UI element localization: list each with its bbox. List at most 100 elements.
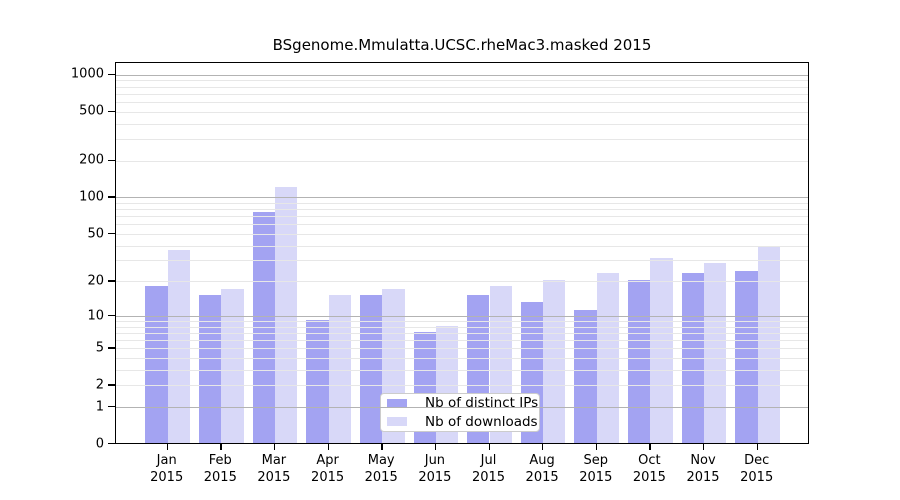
gridline-6: [116, 340, 808, 341]
bar-downloads-aug: [543, 280, 566, 443]
gridline-40: [116, 245, 808, 247]
x-tick-label-aug: Aug 2015: [525, 453, 559, 485]
gridline-90: [116, 202, 808, 204]
y-tick-mark-20: [108, 280, 115, 282]
x-tick-label-jan: Jan 2015: [150, 453, 184, 485]
bar-ips-dec: [735, 270, 758, 443]
y-tick-mark-0: [108, 443, 115, 445]
y-tick-label-5: 5: [95, 340, 104, 356]
chart-title: BSgenome.Mmulatta.UCSC.rheMac3.masked 20…: [272, 36, 652, 54]
gridline-8: [116, 326, 808, 328]
gridline-4: [116, 358, 808, 359]
x-tick-mark-jul: [488, 444, 490, 450]
gridline-70: [116, 216, 808, 218]
gridline-30: [116, 260, 808, 262]
y-tick-mark-1: [108, 405, 115, 408]
legend-swatch-distinct-ips: [387, 398, 407, 408]
x-tick-mark-nov: [703, 444, 705, 450]
legend-row-distinct-ips: Nb of distinct IPs: [381, 394, 539, 413]
bar-downloads-apr: [328, 294, 351, 443]
x-tick-mark-jan: [166, 444, 169, 450]
x-tick-mark-feb: [220, 444, 222, 450]
legend-label-downloads: Nb of downloads: [425, 413, 538, 430]
gridline-800: [116, 86, 808, 88]
bar-ips-mar: [252, 212, 275, 443]
y-tick-label-500: 500: [79, 103, 104, 119]
gridline-80: [116, 209, 808, 211]
legend-row-downloads: Nb of downloads: [381, 413, 539, 432]
y-tick-label-100: 100: [79, 189, 104, 205]
gridline-300: [116, 138, 808, 140]
y-tick-mark-10: [108, 314, 115, 317]
y-tick-label-0: 0: [95, 436, 104, 452]
gridline-10: [116, 315, 808, 317]
x-tick-label-mar: Mar 2015: [257, 453, 291, 485]
x-tick-label-may: May 2015: [364, 453, 398, 485]
x-tick-mark-oct: [649, 444, 651, 450]
gridline-1: [116, 406, 808, 408]
gridline-5: [116, 348, 808, 350]
x-tick-label-apr: Apr 2015: [311, 453, 345, 485]
x-tick-mark-may: [381, 444, 383, 450]
bar-downloads-nov: [704, 263, 727, 443]
x-tick-mark-apr: [327, 444, 329, 450]
y-tick-label-20: 20: [87, 273, 104, 289]
x-tick-mark-jun: [434, 444, 437, 450]
y-tick-label-50: 50: [87, 226, 104, 241]
y-tick-mark-500: [108, 110, 115, 112]
x-tick-label-jul: Jul 2015: [471, 453, 506, 485]
bar-ips-may: [359, 294, 383, 443]
x-tick-label-feb: Feb 2015: [203, 453, 237, 485]
gridline-600: [116, 101, 808, 103]
gridline-3: [116, 369, 808, 371]
gridline-400: [116, 123, 808, 125]
gridline-500: [116, 111, 808, 113]
bar-ips-feb: [198, 294, 222, 443]
legend-swatch-downloads: [387, 417, 407, 427]
bar-downloads-oct: [650, 257, 673, 443]
y-tick-mark-2: [108, 384, 115, 386]
bar-downloads-dec: [757, 247, 781, 443]
bar-downloads-mar: [274, 186, 298, 443]
x-tick-mark-mar: [273, 444, 276, 450]
gridline-700: [116, 93, 808, 95]
bar-ips-apr: [306, 319, 329, 443]
legend-label-distinct-ips: Nb of distinct IPs: [425, 395, 539, 412]
bar-downloads-jan: [167, 250, 190, 443]
x-tick-label-jun: Jun 2015: [418, 453, 452, 485]
y-tick-label-2: 2: [95, 377, 104, 393]
y-tick-label-1000: 1000: [70, 66, 104, 82]
y-tick-label-10: 10: [87, 308, 104, 323]
x-tick-label-nov: Nov 2015: [686, 453, 720, 485]
x-tick-mark-sep: [595, 444, 598, 450]
x-tick-label-sep: Sep 2015: [579, 453, 613, 485]
x-tick-mark-aug: [542, 444, 544, 450]
y-tick-label-1: 1: [95, 399, 104, 415]
gridline-200: [116, 160, 808, 162]
gridline-9: [116, 320, 808, 322]
y-tick-mark-200: [108, 159, 115, 161]
gridline-7: [116, 332, 808, 334]
gridline-60: [116, 224, 808, 226]
x-tick-mark-dec: [756, 444, 759, 450]
y-tick-mark-1000: [108, 73, 115, 75]
x-tick-label-dec: Dec 2015: [740, 453, 774, 485]
y-tick-mark-100: [108, 196, 115, 198]
gridline-50: [116, 233, 808, 235]
bar-downloads-feb: [221, 288, 244, 443]
plot-area: [115, 62, 809, 444]
gridline-20: [116, 281, 808, 283]
gridline-100: [116, 197, 808, 199]
legend: Nb of distinct IPs Nb of downloads: [380, 393, 540, 432]
y-tick-mark-50: [108, 232, 115, 235]
gridline-2: [116, 385, 808, 387]
y-tick-label-200: 200: [79, 152, 104, 168]
gridline-1000: [116, 74, 808, 76]
bar-ips-jan: [145, 285, 168, 443]
bar-ips-sep: [574, 310, 597, 443]
y-tick-mark-5: [108, 347, 115, 349]
x-tick-label-oct: Oct 2015: [632, 453, 666, 485]
gridline-900: [116, 80, 808, 82]
bar-ips-oct: [628, 280, 651, 443]
